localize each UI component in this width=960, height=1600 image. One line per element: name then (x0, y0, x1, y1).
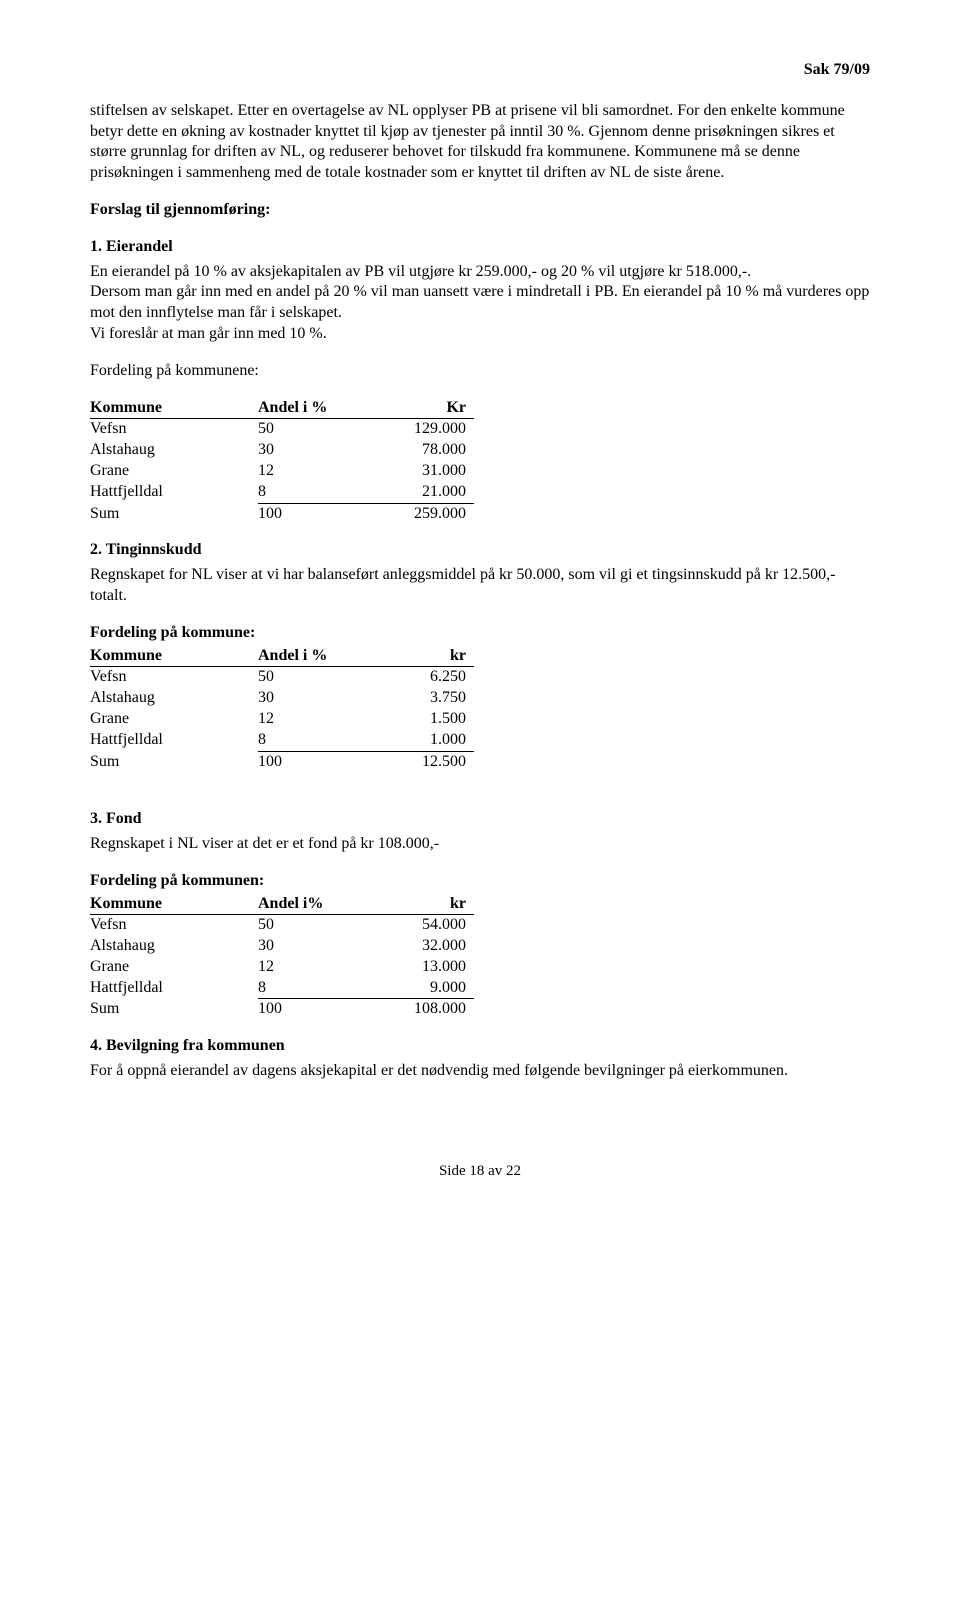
th-andel: Andel i % (258, 398, 376, 419)
th-kommune: Kommune (90, 398, 258, 419)
sec2-text: Regnskapet for NL viser at vi har balans… (90, 565, 870, 607)
table-row: Vefsn506.250 (90, 667, 474, 688)
table-row: Alstahaug3032.000 (90, 936, 474, 957)
table-row: Vefsn5054.000 (90, 915, 474, 936)
table-row: Alstahaug303.750 (90, 688, 474, 709)
sec3-text: Regnskapet i NL viser at det er et fond … (90, 834, 870, 855)
forslag-heading: Forslag til gjennomføring: (90, 200, 870, 221)
section-2: 2. Tinginnskudd Regnskapet for NL viser … (90, 540, 870, 772)
sec1-text: En eierandel på 10 % av aksjekapitalen a… (90, 262, 870, 345)
section-3: 3. Fond Regnskapet i NL viser at det er … (90, 809, 870, 1020)
th-andel: Andel i% (258, 894, 376, 915)
table-row: Grane121.500 (90, 709, 474, 730)
sec1-table: Kommune Andel i % Kr Vefsn50129.000 Alst… (90, 398, 474, 525)
sec3-fordeling-label: Fordeling på kommunen: (90, 871, 870, 892)
section-1: 1. Eierandel En eierandel på 10 % av aks… (90, 237, 870, 525)
section-4: 4. Bevilgning fra kommunen For å oppnå e… (90, 1036, 870, 1082)
th-andel: Andel i % (258, 646, 376, 667)
sec2-table: Kommune Andel i % kr Vefsn506.250 Alstah… (90, 646, 474, 773)
table-row: Hattfjelldal81.000 (90, 730, 474, 751)
case-number: Sak 79/09 (90, 60, 870, 81)
th-kr: kr (376, 894, 474, 915)
sec2-fordeling-label: Fordeling på kommune: (90, 623, 870, 644)
page-footer: Side 18 av 22 (90, 1162, 870, 1182)
table-sum-row: Sum100259.000 (90, 503, 474, 524)
paragraph-intro: stiftelsen av selskapet. Etter en overta… (90, 101, 870, 184)
sec1-fordeling-label: Fordeling på kommunene: (90, 361, 870, 382)
sec2-title: 2. Tinginnskudd (90, 540, 870, 561)
table-row: Hattfjelldal821.000 (90, 482, 474, 503)
table-row: Grane1213.000 (90, 957, 474, 978)
th-kr: Kr (376, 398, 474, 419)
th-kommune: Kommune (90, 646, 258, 667)
table-row: Grane1231.000 (90, 461, 474, 482)
table-header-row: Kommune Andel i % Kr (90, 398, 474, 419)
table-row: Hattfjelldal89.000 (90, 978, 474, 999)
table-sum-row: Sum10012.500 (90, 751, 474, 772)
sec3-table: Kommune Andel i% kr Vefsn5054.000 Alstah… (90, 894, 474, 1021)
table-row: Alstahaug3078.000 (90, 440, 474, 461)
sec1-title: 1. Eierandel (90, 237, 870, 258)
sec3-title: 3. Fond (90, 809, 870, 830)
th-kommune: Kommune (90, 894, 258, 915)
table-row: Vefsn50129.000 (90, 419, 474, 440)
th-kr: kr (376, 646, 474, 667)
table-sum-row: Sum100108.000 (90, 999, 474, 1020)
table-header-row: Kommune Andel i % kr (90, 646, 474, 667)
sec4-text: For å oppnå eierandel av dagens aksjekap… (90, 1061, 870, 1082)
table-header-row: Kommune Andel i% kr (90, 894, 474, 915)
sec4-title: 4. Bevilgning fra kommunen (90, 1036, 870, 1057)
